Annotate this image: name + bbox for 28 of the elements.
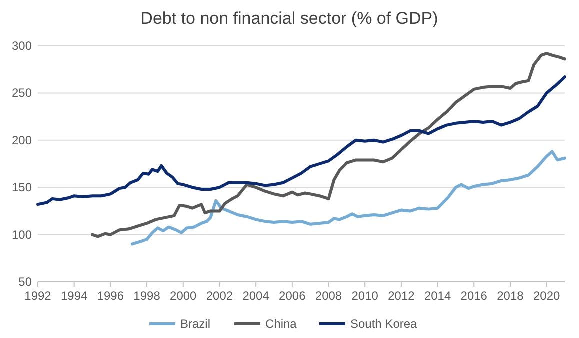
x-tick-label: 1992 (24, 289, 52, 303)
chart-title: Debt to non financial sector (% of GDP) (140, 9, 438, 28)
legend-label: South Korea (350, 317, 418, 331)
y-tick-label: 100 (12, 228, 32, 242)
y-tick-label: 200 (12, 133, 32, 148)
x-tick-label: 2008 (315, 289, 342, 303)
x-tick-label: 2002 (206, 289, 234, 303)
x-tick-label: 2020 (533, 289, 560, 303)
x-tick-label: 1998 (134, 289, 161, 303)
x-tick-label: 2000 (170, 289, 198, 303)
x-tick-label: 2014 (424, 289, 452, 303)
line-series (36, 76, 566, 206)
x-tick-label: 1996 (97, 289, 124, 303)
line-series (130, 150, 566, 246)
x-tick-label: 2012 (388, 289, 416, 303)
legend-label: Brazil (180, 317, 211, 331)
x-tick-label: 2018 (497, 289, 524, 303)
x-tick-label: 2010 (352, 289, 379, 303)
x-tick-label: 2004 (242, 289, 270, 303)
y-tick-label: 50 (18, 275, 32, 289)
line-series (91, 52, 566, 238)
x-tick-label: 2016 (460, 289, 488, 303)
y-tick-label: 150 (12, 180, 32, 195)
y-tick-label: 300 (12, 39, 32, 53)
y-tick-label: 250 (12, 86, 32, 100)
x-tick-label: 2006 (279, 289, 306, 303)
x-tick-label: 1994 (60, 289, 88, 303)
legend-label: China (266, 317, 298, 331)
